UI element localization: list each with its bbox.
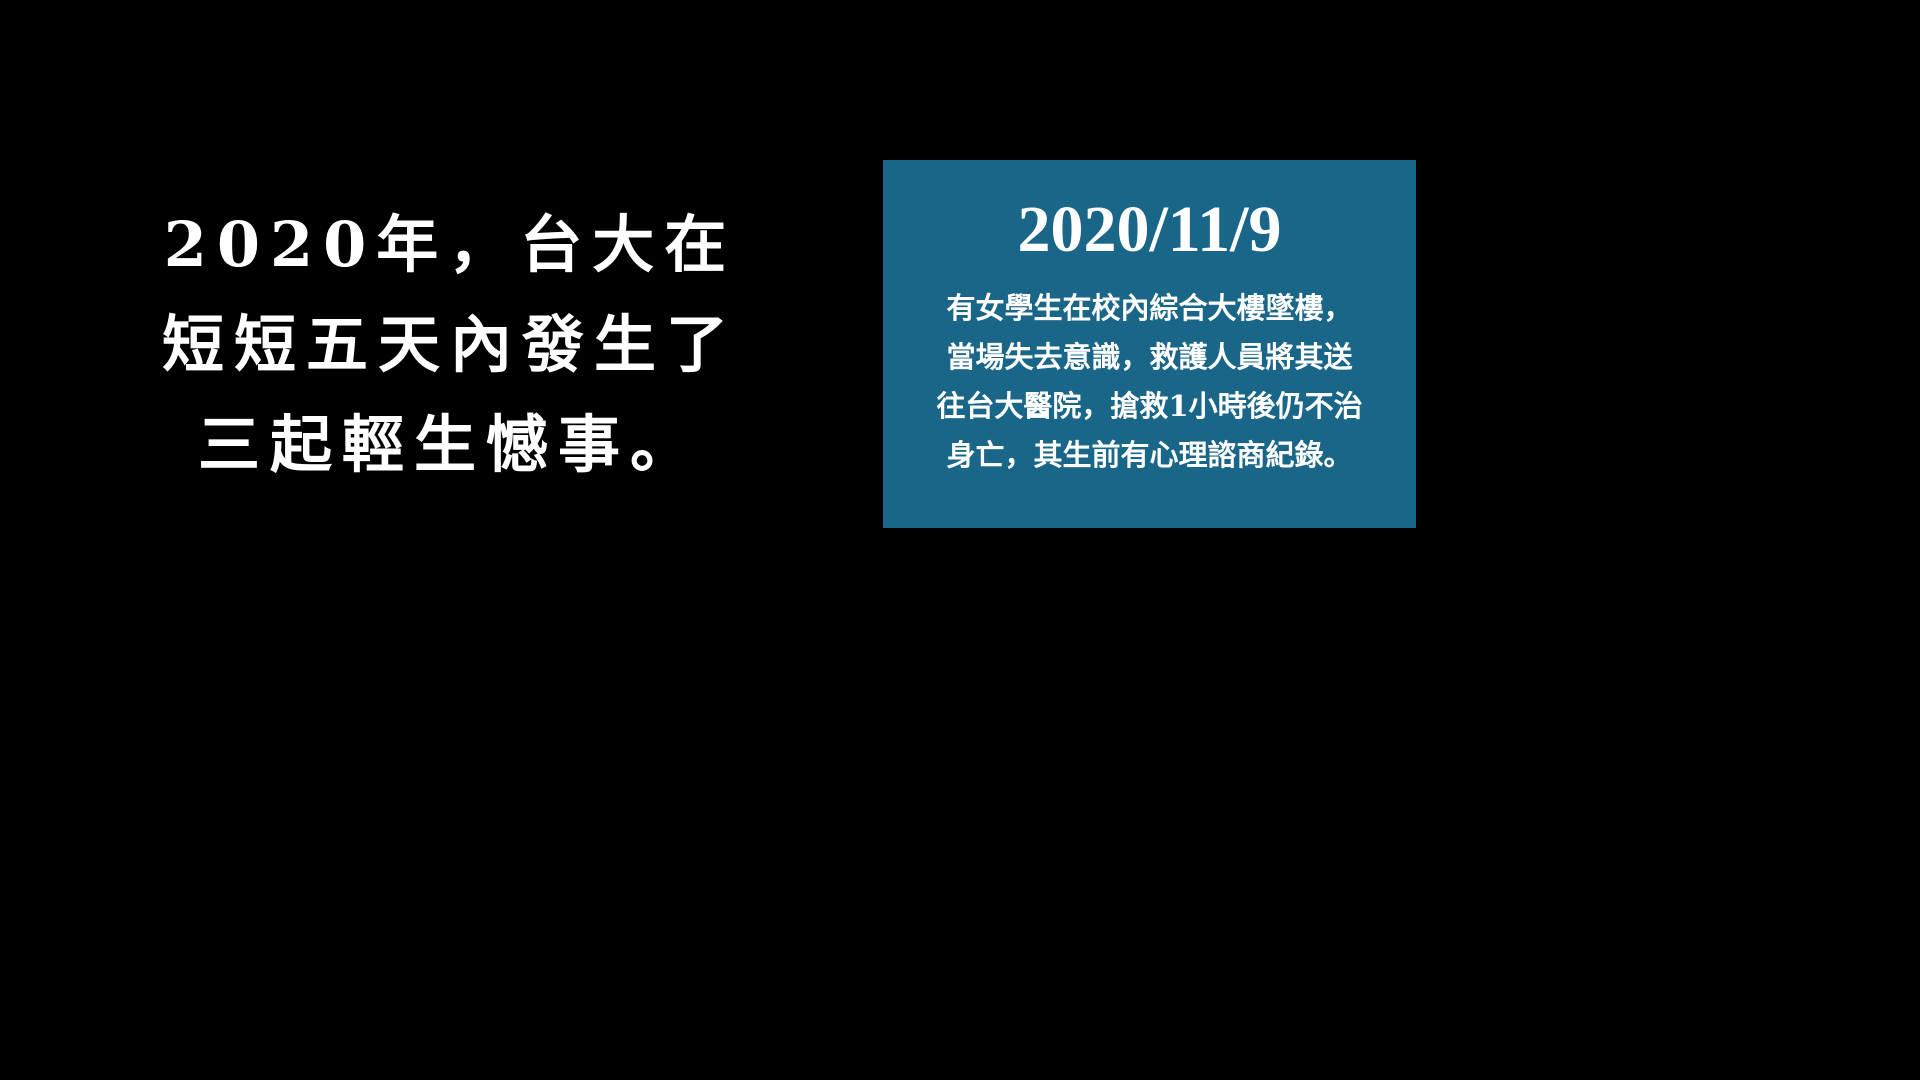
event-description-line-4: 身亡，其生前有心理諮商紀錄。 <box>946 438 1353 472</box>
headline-line-3: 三起輕生憾事。 <box>197 408 702 481</box>
event-description-line-1: 有女學生在校內綜合大樓墜樓， <box>946 291 1353 325</box>
headline: 2020年，台大在 短短五天內發生了 三起輕生憾事。 <box>140 195 760 495</box>
headline-line-1: 2020年，台大在 <box>163 208 737 281</box>
event-date: 2020/11/9 <box>1017 193 1282 266</box>
event-description-line-3: 往台大醫院，搶救1小時後仍不治 <box>936 389 1363 423</box>
headline-line-2: 短短五天內發生了 <box>161 308 738 381</box>
event-description: 有女學生在校內綜合大樓墜樓， 當場失去意識，救護人員將其送 往台大醫院，搶救1小… <box>883 284 1416 480</box>
event-description-line-2: 當場失去意識，救護人員將其送 <box>946 340 1353 374</box>
event-card: 2020/11/9 有女學生在校內綜合大樓墜樓， 當場失去意識，救護人員將其送 … <box>883 160 1416 528</box>
